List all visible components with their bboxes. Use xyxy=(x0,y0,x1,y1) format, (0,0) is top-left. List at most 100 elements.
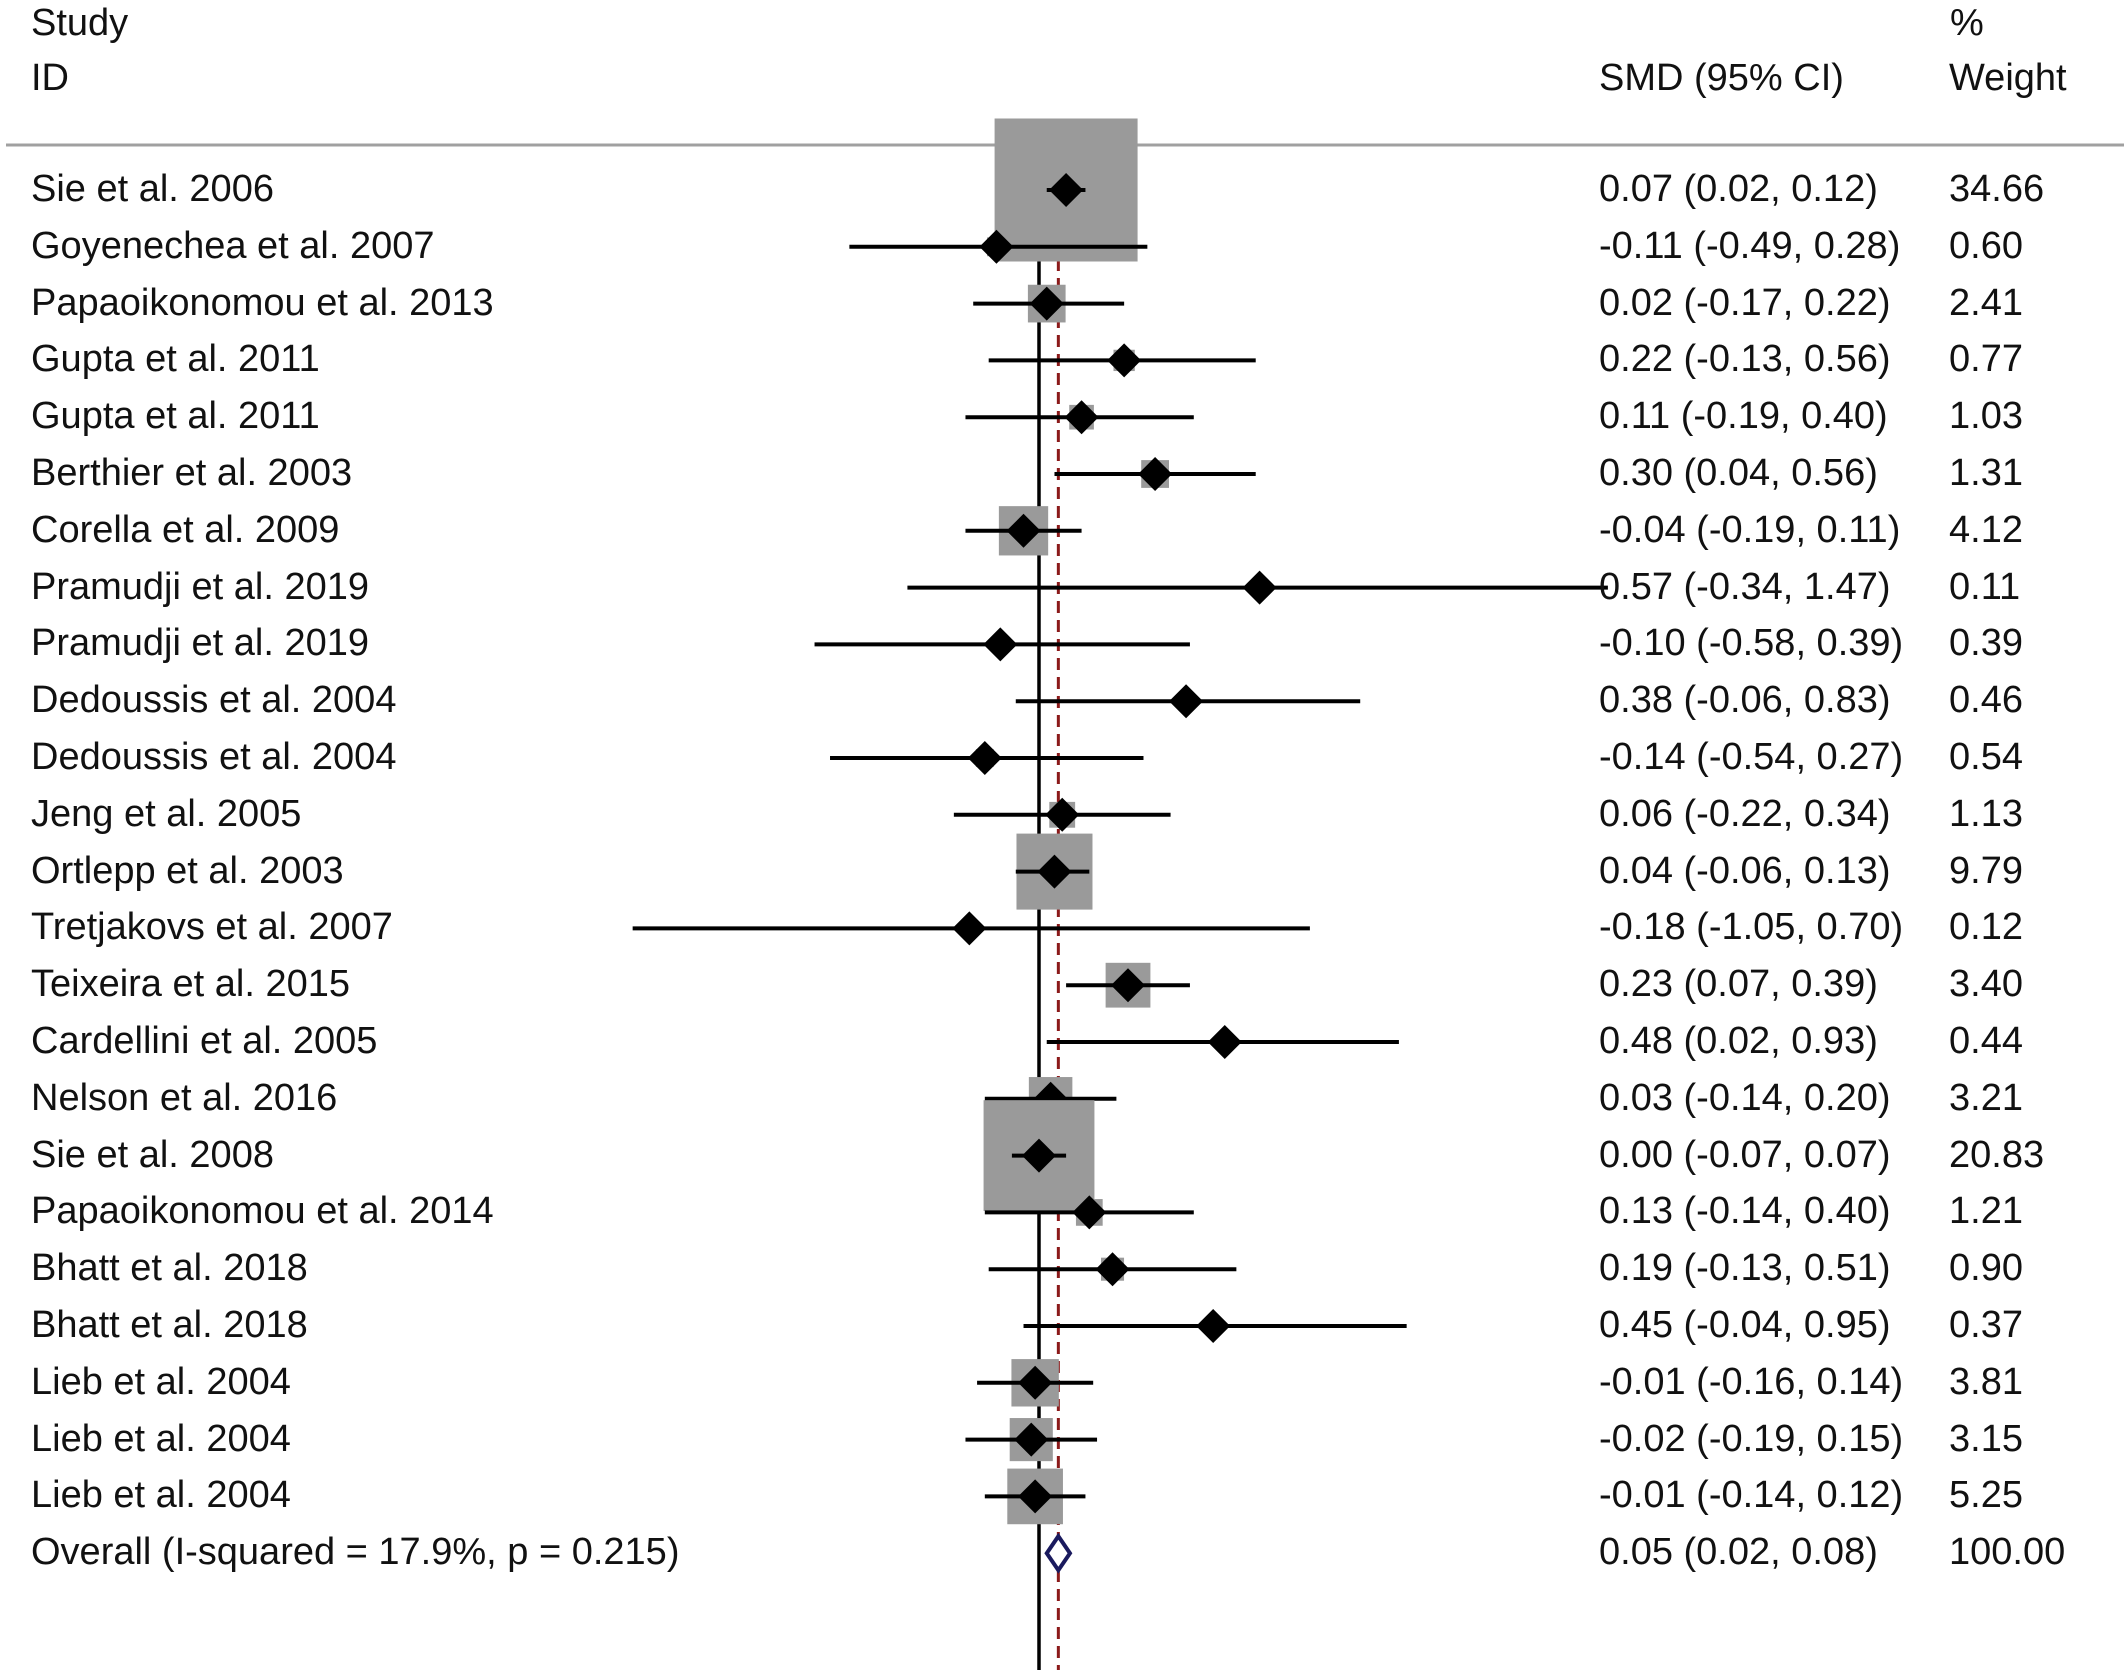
study-label: Bhatt et al. 2018 xyxy=(31,1247,308,1290)
point-estimate-diamond xyxy=(1072,1195,1107,1230)
study-label: Nelson et al. 2016 xyxy=(31,1076,338,1119)
smd-ci-value: 0.04 (-0.06, 0.13) xyxy=(1599,849,1891,892)
weight-value: 0.54 xyxy=(1949,736,2023,778)
weight-value: 2.41 xyxy=(1949,281,2023,324)
smd-ci-value: 0.02 (-0.17, 0.22) xyxy=(1599,281,1891,324)
point-estimate-diamond xyxy=(1018,1479,1053,1514)
weight-value: 0.11 xyxy=(1949,565,2021,608)
weight-value: 1.03 xyxy=(1949,395,2023,438)
weight-value: 0.37 xyxy=(1949,1304,2023,1346)
study-label: Tretjakovs et al. 2007 xyxy=(31,906,393,949)
smd-ci-value: 0.06 (-0.22, 0.34) xyxy=(1599,792,1891,835)
weight-value: 0.46 xyxy=(1949,679,2023,722)
smd-ci-value: 0.03 (-0.14, 0.20) xyxy=(1599,1076,1891,1119)
smd-ci-value: 0.48 (0.02, 0.93) xyxy=(1599,1020,1878,1062)
study-label: Gupta et al. 2011 xyxy=(31,395,320,438)
study-label: Pramudji et al. 2019 xyxy=(31,622,369,665)
study-label: Sie et al. 2006 xyxy=(31,168,274,210)
overall-weight-value: 100.00 xyxy=(1949,1531,2066,1574)
point-estimate-diamond xyxy=(1107,343,1142,378)
point-estimate-diamond xyxy=(952,911,987,946)
weight-value: 3.21 xyxy=(1949,1076,2023,1119)
header-id: ID xyxy=(31,57,69,99)
weight-value: 4.12 xyxy=(1949,508,2023,551)
smd-ci-value: 0.30 (0.04, 0.56) xyxy=(1599,452,1878,494)
study-label: Ortlepp et al. 2003 xyxy=(31,849,344,892)
weight-value: 0.60 xyxy=(1949,224,2023,267)
study-label: Papaoikonomou et al. 2014 xyxy=(31,1190,494,1233)
weight-value: 1.31 xyxy=(1949,452,2023,494)
smd-ci-value: -0.01 (-0.14, 0.12) xyxy=(1599,1474,1904,1517)
header-weight: Weight xyxy=(1949,57,2067,99)
overall-smd-ci-value: 0.05 (0.02, 0.08) xyxy=(1599,1531,1878,1574)
point-estimate-diamond xyxy=(1006,513,1041,548)
study-label: Gupta et al. 2011 xyxy=(31,338,320,381)
smd-ci-value: -0.04 (-0.19, 0.11) xyxy=(1599,508,1901,551)
smd-ci-value: 0.45 (-0.04, 0.95) xyxy=(1599,1304,1891,1346)
study-label: Papaoikonomou et al. 2013 xyxy=(31,281,494,324)
weight-value: 1.13 xyxy=(1949,792,2023,835)
study-label: Goyenechea et al. 2007 xyxy=(31,224,435,267)
header-smd-ci: SMD (95% CI) xyxy=(1599,57,1844,99)
weight-value: 3.15 xyxy=(1949,1417,2023,1460)
study-label: Berthier et al. 2003 xyxy=(31,452,353,494)
weight-value: 0.39 xyxy=(1949,622,2023,665)
weight-value: 34.66 xyxy=(1949,168,2045,210)
overall-diamond xyxy=(1044,1532,1073,1574)
smd-ci-value: 0.23 (0.07, 0.39) xyxy=(1599,963,1878,1006)
weight-value: 3.40 xyxy=(1949,963,2023,1006)
point-estimate-diamond xyxy=(983,627,1018,662)
point-estimate-diamond xyxy=(967,741,1002,775)
study-label: Pramudji et al. 2019 xyxy=(31,565,369,608)
study-label: Lieb et al. 2004 xyxy=(31,1417,291,1460)
point-estimate-diamond xyxy=(1196,1309,1231,1343)
study-label: Teixeira et al. 2015 xyxy=(31,963,350,1006)
point-estimate-diamond xyxy=(1064,400,1099,435)
point-estimate-diamond xyxy=(1029,286,1064,321)
point-estimate-diamond xyxy=(1014,1422,1049,1457)
point-estimate-diamond xyxy=(1111,968,1146,1003)
header-study: Study xyxy=(31,2,129,44)
study-label: Sie et al. 2008 xyxy=(31,1133,274,1176)
smd-ci-value: -0.10 (-0.58, 0.39) xyxy=(1599,622,1904,665)
smd-ci-value: -0.18 (-1.05, 0.70) xyxy=(1599,906,1904,949)
study-label: Corella et al. 2009 xyxy=(31,508,340,551)
study-label: Lieb et al. 2004 xyxy=(31,1360,291,1403)
point-estimate-diamond xyxy=(1018,1365,1053,1400)
weight-value: 0.77 xyxy=(1949,338,2023,381)
smd-ci-value: 0.00 (-0.07, 0.07) xyxy=(1599,1133,1891,1176)
smd-ci-value: 0.38 (-0.06, 0.83) xyxy=(1599,679,1891,722)
header-percent: % xyxy=(1950,2,1984,44)
point-estimate-diamond xyxy=(1022,1138,1056,1173)
study-label: Cardellini et al. 2005 xyxy=(31,1020,378,1062)
weight-value: 5.25 xyxy=(1949,1474,2023,1517)
smd-ci-value: -0.01 (-0.16, 0.14) xyxy=(1599,1360,1904,1403)
study-label: Bhatt et al. 2018 xyxy=(31,1304,308,1346)
weight-value: 0.90 xyxy=(1949,1247,2023,1290)
smd-ci-value: 0.13 (-0.14, 0.40) xyxy=(1599,1190,1891,1233)
point-estimate-diamond xyxy=(1138,457,1173,491)
weight-value: 3.81 xyxy=(1949,1360,2023,1403)
point-estimate-diamond xyxy=(1169,684,1204,719)
smd-ci-value: -0.14 (-0.54, 0.27) xyxy=(1599,736,1904,778)
smd-ci-value: 0.22 (-0.13, 0.56) xyxy=(1599,338,1891,381)
point-estimate-diamond xyxy=(1242,570,1277,605)
point-estimate-diamond xyxy=(1049,173,1084,207)
study-label: Jeng et al. 2005 xyxy=(31,792,302,835)
smd-ci-value: -0.11 (-0.49, 0.28) xyxy=(1599,224,1901,267)
study-label: Dedoussis et al. 2004 xyxy=(31,736,397,778)
smd-ci-value: 0.11 (-0.19, 0.40) xyxy=(1599,395,1888,438)
study-label: Lieb et al. 2004 xyxy=(31,1474,291,1517)
weight-value: 1.21 xyxy=(1949,1190,2023,1233)
smd-ci-value: 0.57 (-0.34, 1.47) xyxy=(1599,565,1891,608)
weight-value: 20.83 xyxy=(1949,1133,2045,1176)
smd-ci-value: -0.02 (-0.19, 0.15) xyxy=(1599,1417,1904,1460)
overall-label: Overall (I-squared = 17.9%, p = 0.215) xyxy=(31,1531,680,1574)
point-estimate-diamond xyxy=(979,229,1014,264)
weight-value: 0.44 xyxy=(1949,1020,2023,1062)
point-estimate-diamond xyxy=(1037,854,1072,889)
smd-ci-value: 0.07 (0.02, 0.12) xyxy=(1599,168,1878,210)
smd-ci-value: 0.19 (-0.13, 0.51) xyxy=(1599,1247,1891,1290)
point-estimate-diamond xyxy=(1095,1252,1130,1287)
